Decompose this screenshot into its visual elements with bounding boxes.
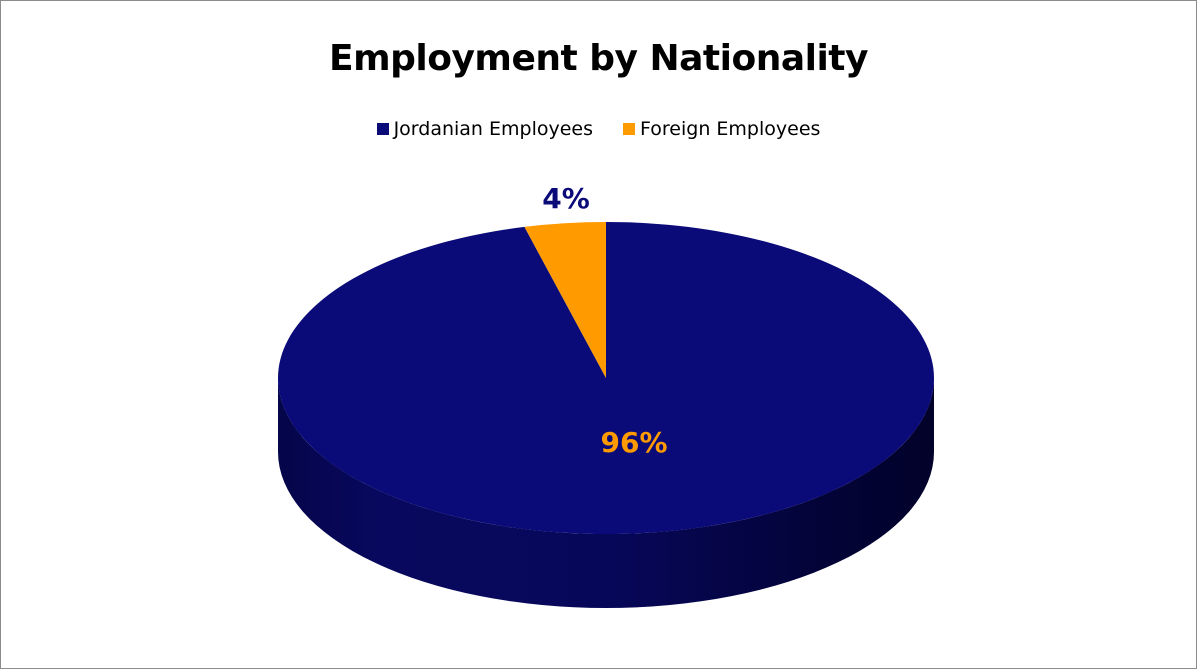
pie-slice-jordanian — [277, 222, 934, 534]
legend-label-jordanian: Jordanian Employees — [393, 118, 594, 140]
legend-item-jordanian: Jordanian Employees — [376, 118, 594, 140]
data-label-jordanian: 96% — [600, 426, 667, 459]
pie-group — [277, 222, 934, 608]
chart-title: Employment by Nationality — [329, 38, 868, 79]
pie-slice-foreign — [524, 222, 606, 378]
data-label-foreign: 4% — [542, 182, 590, 215]
pie-side-jordanian — [278, 378, 934, 608]
legend-swatch-foreign — [623, 123, 636, 135]
legend-item-foreign: Foreign Employees — [623, 118, 820, 140]
legend-swatch-jordanian — [376, 123, 389, 135]
chart-legend: Jordanian Employees Foreign Employees — [0, 118, 1197, 140]
legend-label-foreign: Foreign Employees — [640, 118, 821, 140]
